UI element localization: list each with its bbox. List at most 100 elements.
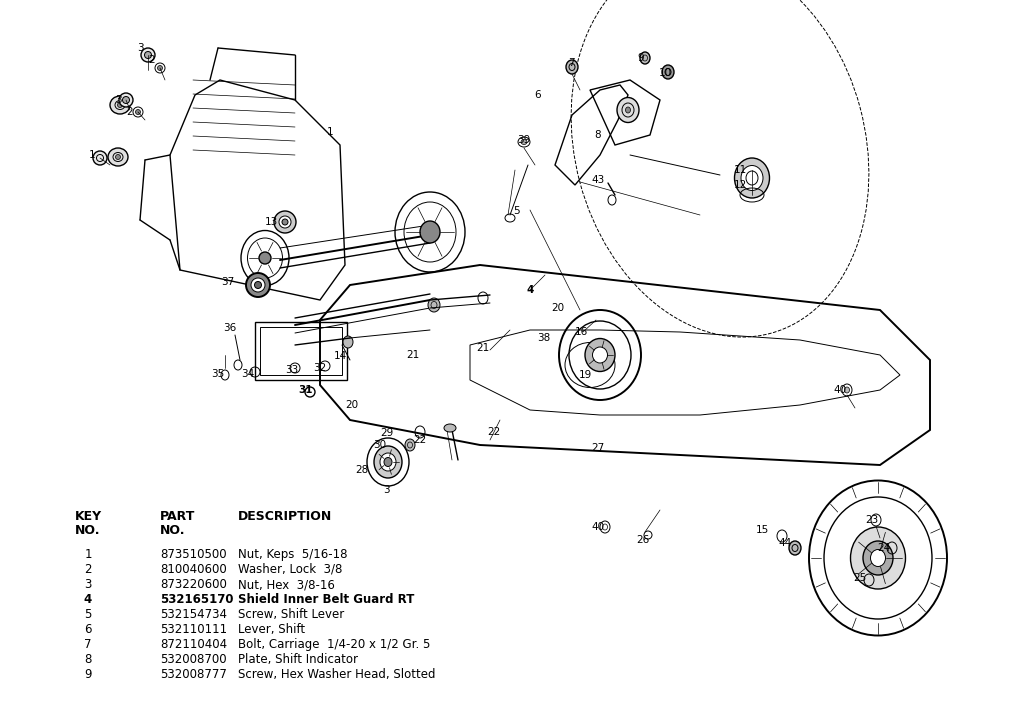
Text: 43: 43	[592, 175, 604, 185]
Text: Screw, Shift Lever: Screw, Shift Lever	[238, 608, 344, 621]
Ellipse shape	[123, 96, 129, 103]
Text: 22: 22	[414, 435, 427, 445]
Ellipse shape	[617, 98, 639, 123]
Text: PART: PART	[160, 510, 196, 523]
Text: 9: 9	[84, 668, 92, 681]
Text: 7: 7	[84, 638, 92, 651]
Text: 532110111: 532110111	[160, 623, 227, 636]
Ellipse shape	[279, 216, 291, 228]
Text: 39: 39	[517, 135, 530, 145]
Text: 810040600: 810040600	[160, 563, 226, 576]
Ellipse shape	[144, 52, 152, 58]
Bar	[255, 322, 347, 380]
Text: 8: 8	[595, 130, 601, 140]
Text: 25: 25	[853, 573, 866, 583]
Ellipse shape	[851, 527, 905, 589]
Ellipse shape	[251, 278, 265, 292]
Text: 20: 20	[552, 303, 564, 313]
Ellipse shape	[255, 281, 261, 289]
Ellipse shape	[640, 52, 650, 64]
Text: 40: 40	[592, 522, 604, 532]
Ellipse shape	[135, 110, 140, 114]
Ellipse shape	[870, 549, 886, 567]
Text: 8: 8	[84, 653, 92, 666]
Text: 31: 31	[299, 385, 313, 395]
Text: 28: 28	[355, 465, 369, 475]
Ellipse shape	[734, 158, 769, 198]
Ellipse shape	[626, 107, 631, 113]
Text: 44: 44	[778, 538, 792, 548]
Bar	[260, 327, 342, 375]
Ellipse shape	[158, 65, 163, 70]
Text: 6: 6	[84, 623, 92, 636]
Ellipse shape	[845, 387, 850, 393]
Text: 34: 34	[242, 369, 255, 379]
Text: 3: 3	[84, 578, 92, 591]
Text: 22: 22	[487, 427, 501, 437]
Ellipse shape	[343, 336, 353, 348]
Text: Shield Inner Belt Guard RT: Shield Inner Belt Guard RT	[238, 593, 415, 606]
Ellipse shape	[662, 65, 674, 79]
Text: Nut, Hex  3/8-16: Nut, Hex 3/8-16	[238, 578, 335, 591]
Text: 5: 5	[514, 206, 520, 216]
Text: 37: 37	[221, 277, 234, 287]
Text: 14: 14	[334, 351, 347, 361]
Ellipse shape	[282, 219, 288, 225]
Ellipse shape	[444, 424, 456, 432]
Text: 9: 9	[638, 53, 644, 63]
Ellipse shape	[420, 221, 440, 243]
Text: 1: 1	[89, 150, 95, 160]
Ellipse shape	[380, 453, 396, 471]
Text: 3: 3	[136, 43, 143, 53]
Text: 33: 33	[286, 365, 299, 375]
Ellipse shape	[108, 148, 128, 166]
Ellipse shape	[110, 96, 130, 114]
Text: NO.: NO.	[75, 524, 100, 537]
Text: 532154734: 532154734	[160, 608, 227, 621]
Text: 26: 26	[636, 535, 649, 545]
Text: 27: 27	[592, 443, 604, 453]
Text: 873510500: 873510500	[160, 548, 226, 561]
Text: 24: 24	[878, 543, 891, 553]
Text: 20: 20	[345, 400, 358, 410]
Text: Plate, Shift Indicator: Plate, Shift Indicator	[238, 653, 358, 666]
Text: 6: 6	[535, 90, 542, 100]
Text: 13: 13	[264, 217, 278, 227]
Text: 12: 12	[733, 180, 746, 190]
Ellipse shape	[119, 93, 133, 107]
Text: 4: 4	[84, 593, 92, 606]
Text: 11: 11	[733, 165, 746, 175]
Text: 38: 38	[538, 333, 551, 343]
Text: 2: 2	[84, 563, 92, 576]
Text: 532008700: 532008700	[160, 653, 226, 666]
Ellipse shape	[566, 60, 578, 74]
Ellipse shape	[521, 139, 527, 144]
Text: 7: 7	[567, 58, 574, 68]
Ellipse shape	[593, 347, 607, 363]
Ellipse shape	[384, 457, 392, 467]
Text: 1: 1	[84, 548, 92, 561]
Text: NO.: NO.	[160, 524, 185, 537]
Text: 872110404: 872110404	[160, 638, 227, 651]
Ellipse shape	[428, 298, 440, 312]
Text: 21: 21	[476, 343, 489, 353]
Ellipse shape	[741, 166, 763, 190]
Text: 2: 2	[148, 55, 156, 65]
Text: 40: 40	[834, 385, 847, 395]
Text: 532008777: 532008777	[160, 668, 227, 681]
Ellipse shape	[259, 252, 271, 264]
Text: 532165170: 532165170	[160, 593, 233, 606]
Ellipse shape	[141, 48, 155, 62]
Text: 29: 29	[380, 428, 393, 438]
Text: 19: 19	[579, 370, 592, 380]
Text: 1: 1	[327, 127, 334, 137]
Ellipse shape	[118, 103, 123, 108]
Text: 35: 35	[211, 369, 224, 379]
Text: 2: 2	[127, 107, 133, 117]
Text: 10: 10	[658, 68, 672, 78]
Ellipse shape	[585, 338, 615, 371]
Ellipse shape	[246, 273, 270, 297]
Text: 16: 16	[574, 327, 588, 337]
Text: Bolt, Carriage  1/4-20 x 1/2 Gr. 5: Bolt, Carriage 1/4-20 x 1/2 Gr. 5	[238, 638, 430, 651]
Text: 15: 15	[756, 525, 769, 535]
